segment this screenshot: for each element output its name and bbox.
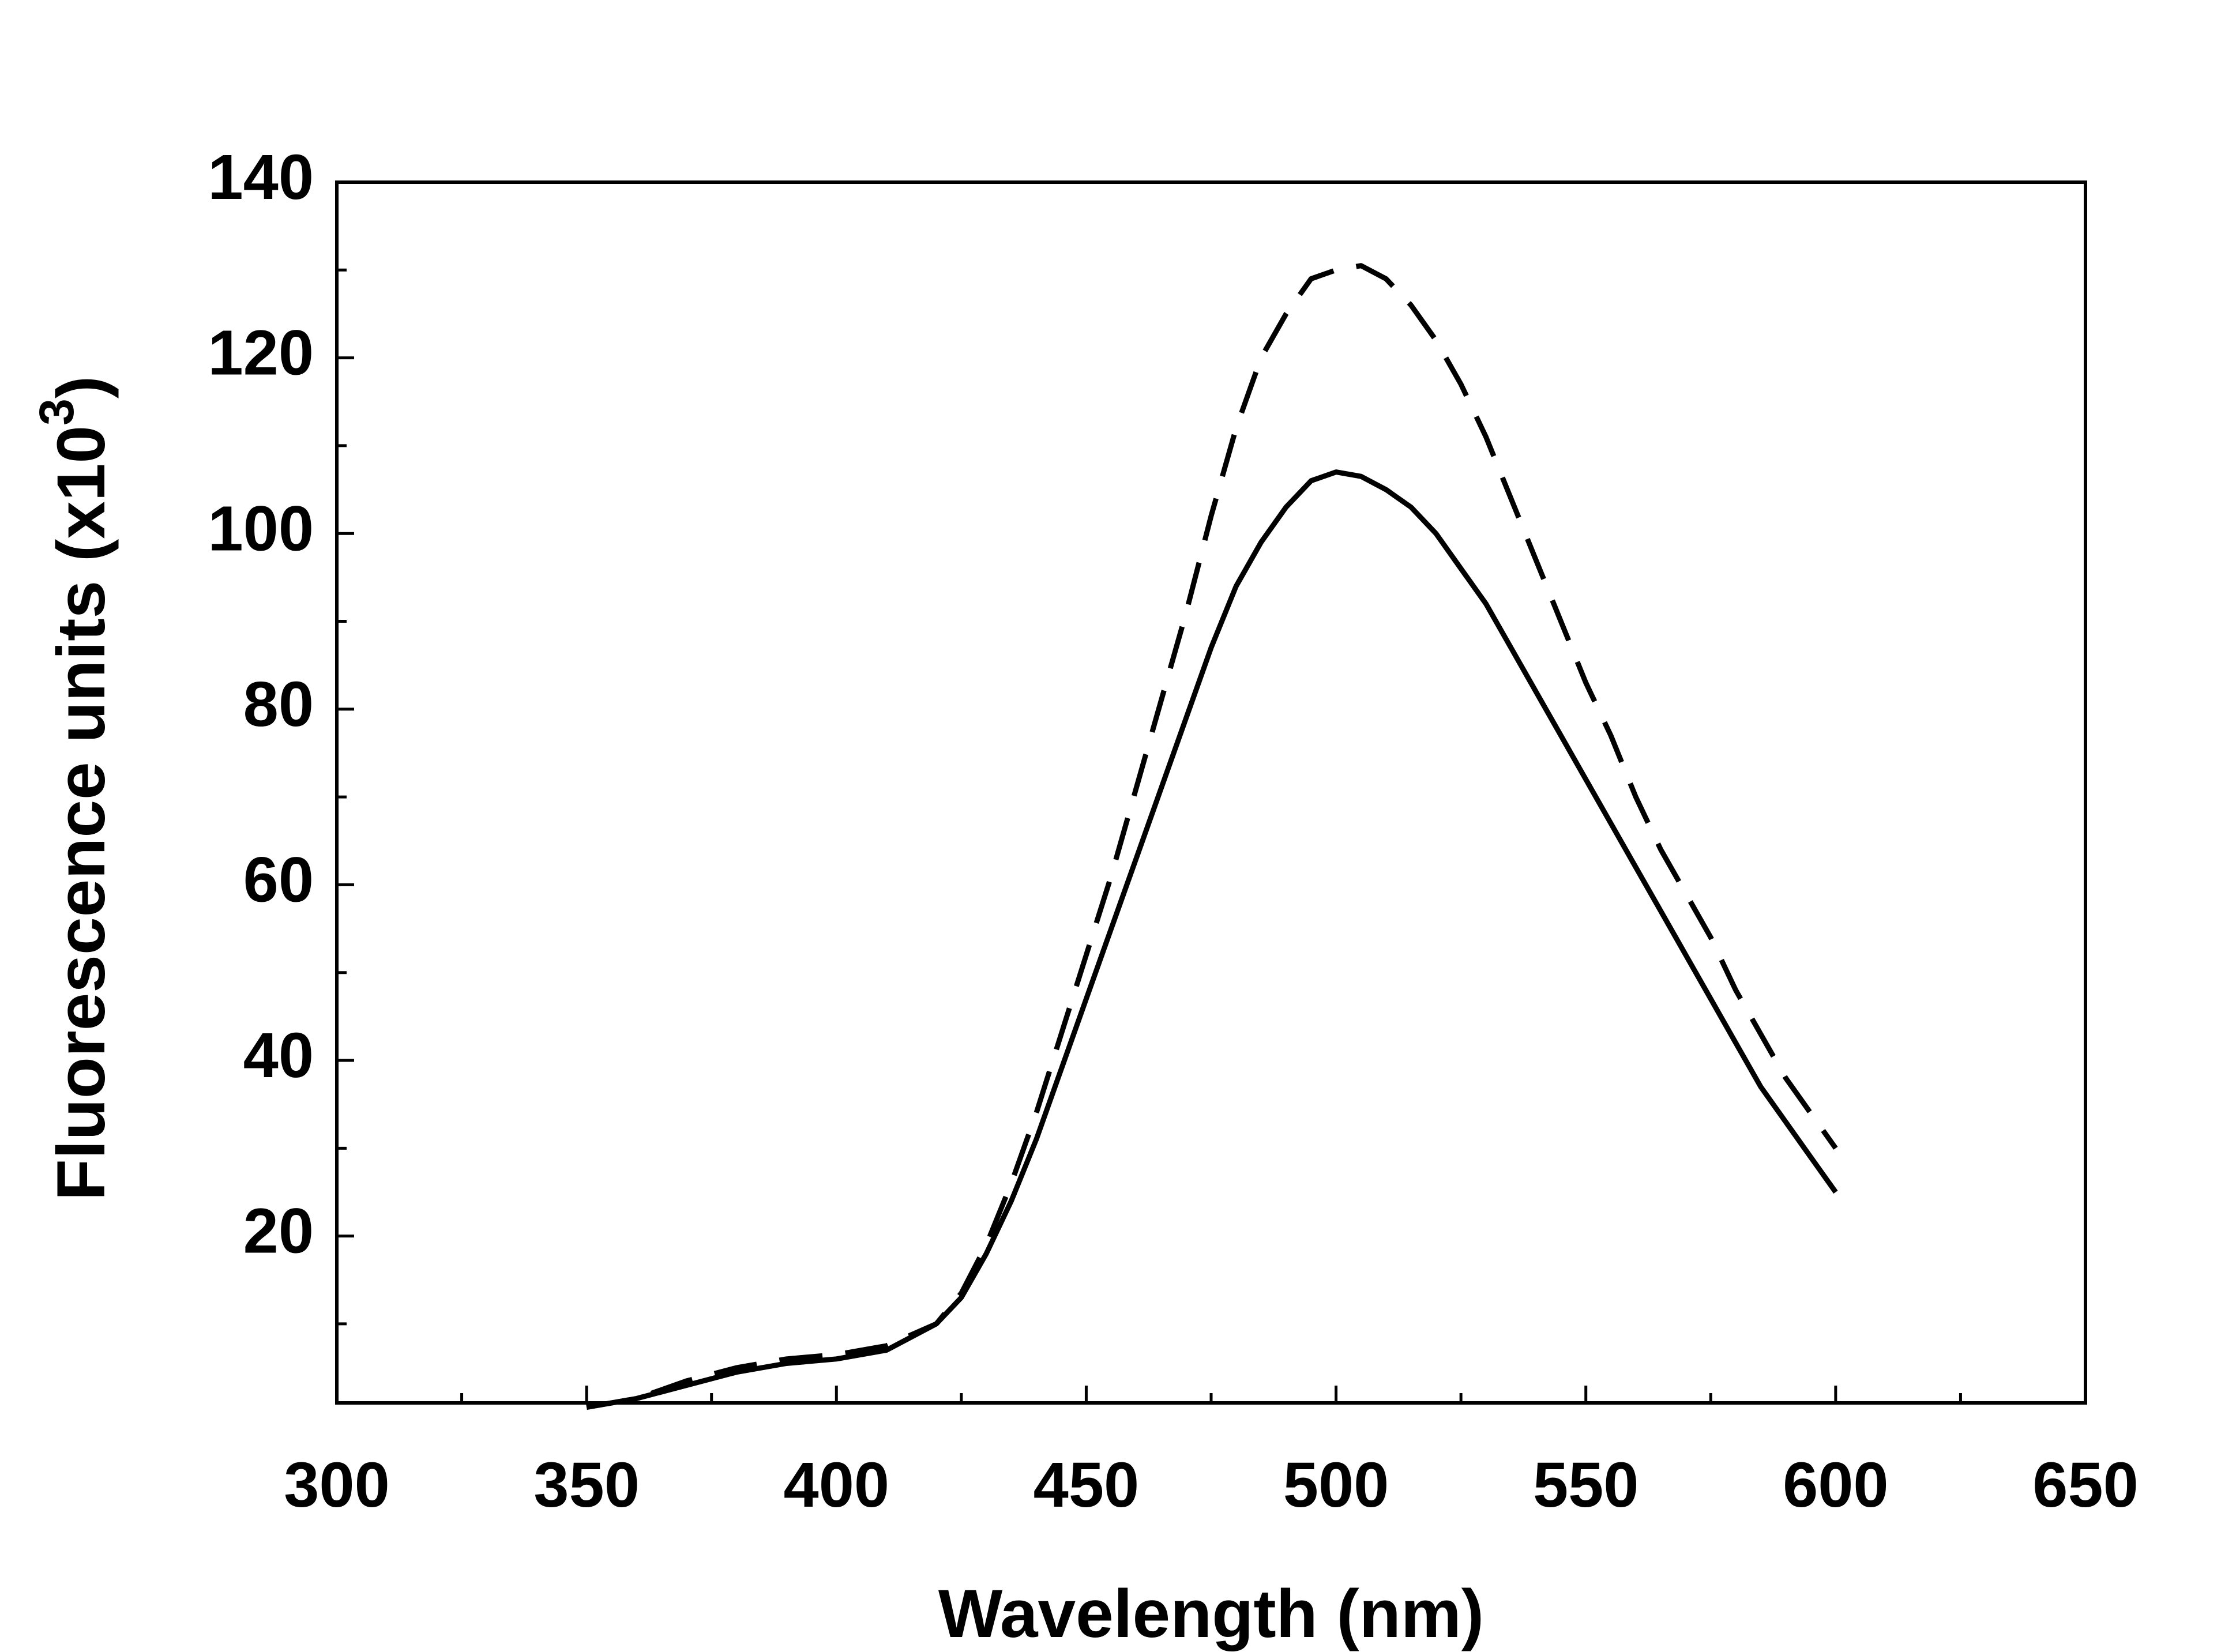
y-tick-label: 120 — [208, 318, 314, 389]
y-axis-label-main: Fluorescence units (x10 — [43, 426, 119, 1201]
y-axis-label: Fluorescence units (x103) — [29, 376, 119, 1201]
y-tick-label: 100 — [208, 493, 314, 564]
y-axis-label-sup: 3 — [29, 398, 84, 426]
x-tick-label: 450 — [1034, 1450, 1140, 1521]
y-axis-label-end: ) — [43, 376, 119, 398]
y-tick-label: 20 — [243, 1196, 314, 1267]
y-tick-label: 80 — [243, 669, 314, 740]
x-tick-label: 650 — [2032, 1450, 2139, 1521]
x-tick-label: 300 — [284, 1450, 390, 1521]
x-axis-label: Wavelength (nm) — [938, 1576, 1484, 1652]
y-tick-label: 60 — [243, 844, 314, 915]
series-line — [586, 469, 1838, 1410]
plot-frame — [335, 180, 2087, 1405]
x-tick-label: 350 — [533, 1450, 640, 1521]
x-tick-label: 550 — [1533, 1450, 1639, 1521]
y-tick-label: 140 — [208, 142, 314, 213]
series-line — [586, 263, 1838, 1410]
y-tick-label: 40 — [243, 1020, 314, 1091]
x-tick-label: 400 — [784, 1450, 890, 1521]
x-tick-label: 600 — [1783, 1450, 1889, 1521]
x-tick-label: 500 — [1283, 1450, 1389, 1521]
